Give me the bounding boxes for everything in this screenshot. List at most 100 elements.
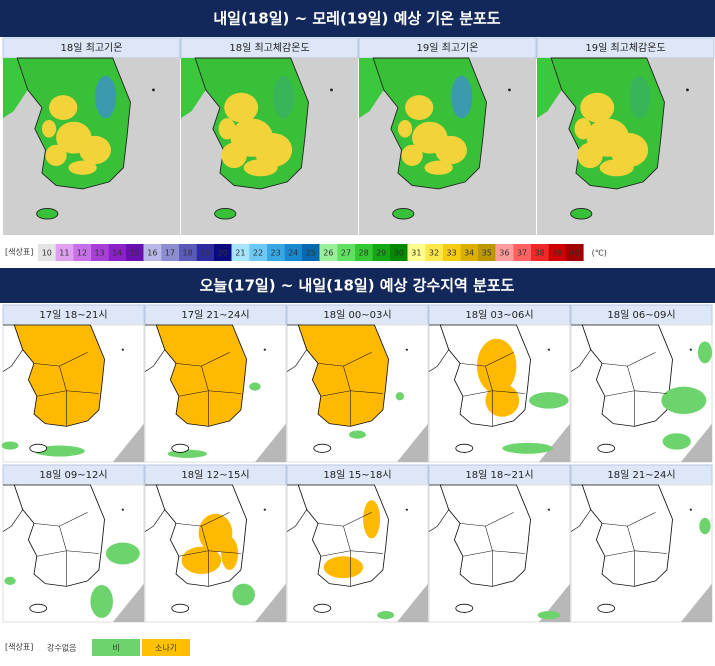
rain-area: [529, 392, 569, 409]
china-land: [537, 58, 562, 119]
legend-label: 13: [95, 249, 105, 258]
map: [144, 324, 286, 462]
warm-area: [79, 135, 111, 165]
legend-label: 17: [165, 249, 175, 258]
shower-area: [363, 500, 381, 539]
header-bar: [0, 0, 715, 37]
legend-swatch: [143, 244, 162, 261]
china-land: [181, 58, 206, 119]
warm-area: [221, 142, 247, 169]
warm-area: [609, 133, 649, 168]
map: [359, 57, 511, 220]
province-lines: [33, 352, 99, 427]
legend-swatch: [337, 244, 355, 261]
legend-label: 15: [130, 249, 140, 258]
map: [537, 57, 689, 220]
rain-area: [377, 611, 395, 620]
legend-unit: (℃): [592, 249, 607, 258]
province-lines: [459, 512, 525, 587]
legend-label: 24: [288, 249, 298, 258]
legend-label: 36: [499, 249, 509, 258]
warm-area: [599, 159, 634, 177]
japan-land: [538, 423, 570, 462]
east-cool: [95, 75, 117, 119]
jeju: [313, 443, 332, 453]
dokdo: [405, 348, 408, 351]
warm-area: [218, 118, 236, 140]
panel-label: 18일 18~21시: [465, 469, 533, 481]
legend-swatch: [530, 244, 549, 261]
legend-label: 11: [59, 249, 69, 258]
legend-label: 25: [306, 249, 316, 258]
legend-swatch: [90, 244, 109, 261]
legend-swatch: [354, 244, 373, 261]
legend-swatch: [548, 244, 566, 261]
dokdo: [263, 348, 266, 351]
legend-label: 비: [112, 644, 119, 653]
legend-label: 21: [235, 249, 245, 258]
legend-label: 16: [147, 249, 157, 258]
warm-area: [41, 119, 57, 138]
warm-area: [243, 159, 278, 177]
legend-label: 20: [218, 249, 228, 258]
legend-label: 14: [112, 249, 122, 258]
panel-label: 19일 최고체감온도: [585, 42, 665, 54]
panel-label: 18일 03~06시: [465, 309, 533, 321]
province-lines: [317, 352, 383, 427]
legend-title: [색상표]: [5, 247, 33, 257]
panel-label: 18일 21~24시: [607, 469, 675, 481]
legend-swatch: [92, 639, 140, 656]
legend-label: 40: [570, 249, 580, 258]
shower-area: [476, 338, 517, 394]
section-title: 오늘(17일) ~ 내일(18일) 예상 강수지역 분포도: [200, 277, 515, 295]
rain-area: [537, 611, 561, 620]
shower-area: [181, 546, 222, 575]
warm-area: [68, 160, 97, 175]
legend-swatch: [407, 244, 426, 261]
panel-label: 18일 09~12시: [39, 469, 107, 481]
dokdo: [121, 348, 124, 351]
east-cool: [629, 75, 651, 119]
legend-swatch: [372, 244, 390, 261]
jeju: [455, 603, 474, 613]
dokdo: [263, 508, 266, 511]
shower-area: [323, 556, 364, 579]
legend-swatch: [442, 244, 461, 261]
legend-label: 12: [77, 249, 87, 258]
legend-label: 34: [464, 249, 474, 258]
legend-swatch: [266, 244, 285, 261]
legend-label: 31: [411, 249, 421, 258]
province-lines: [459, 352, 525, 427]
legend-label: 32: [429, 249, 439, 258]
east-cool: [273, 75, 295, 119]
jeju: [29, 443, 48, 453]
legend-swatch: [249, 244, 267, 261]
jeju: [392, 208, 415, 220]
legend-swatch: [478, 244, 496, 261]
legend-label: 28: [359, 249, 369, 258]
legend-label: 19: [200, 249, 210, 258]
warm-area: [424, 160, 453, 175]
province-lines: [175, 512, 241, 587]
warm-area: [405, 95, 434, 120]
rain-area: [105, 542, 140, 565]
rain-area: [661, 386, 707, 415]
rain-area: [232, 583, 255, 606]
legend-swatch: [38, 244, 56, 261]
legend-label: 22: [253, 249, 263, 258]
province-lines: [601, 512, 667, 587]
panel-label: 18일 최고기온: [61, 42, 123, 54]
dokdo: [405, 508, 408, 511]
section-title: 내일(18일) ~ 모레(19일) 예상 기온 분포도: [213, 10, 500, 28]
dokdo: [689, 508, 692, 511]
dokdo: [152, 88, 155, 92]
legend-swatch: [231, 244, 250, 261]
legend-swatch: [425, 244, 443, 261]
province-lines: [317, 512, 383, 587]
map: [3, 57, 155, 220]
warm-area: [574, 118, 592, 140]
map: [1, 324, 144, 462]
legend-label: 18: [183, 249, 193, 258]
warm-area: [401, 144, 423, 166]
